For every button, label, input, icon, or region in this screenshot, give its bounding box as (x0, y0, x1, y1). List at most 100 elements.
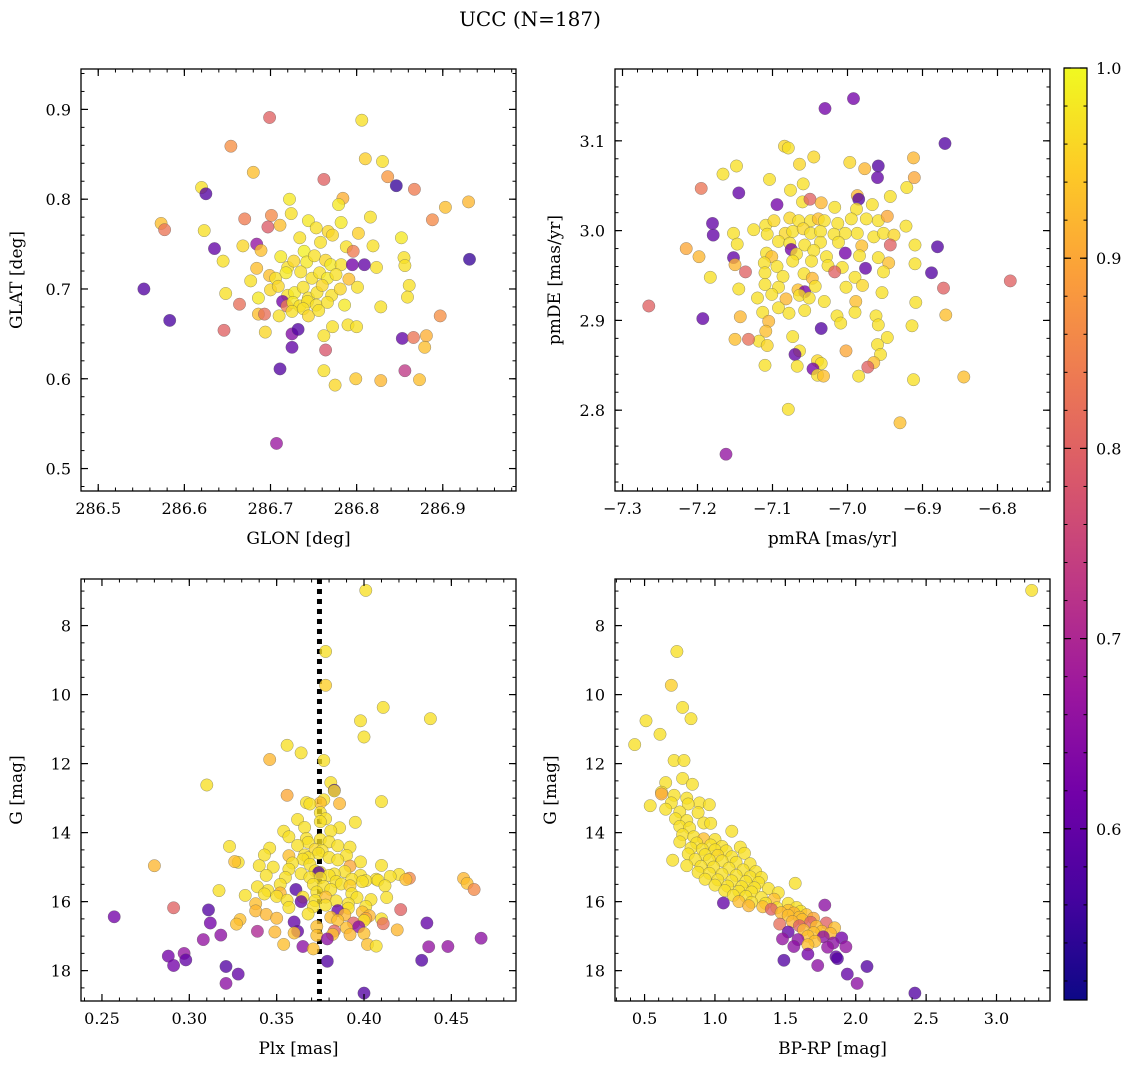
data-point (639, 714, 653, 728)
data-point (395, 331, 409, 345)
data-point (306, 942, 320, 956)
data-point (907, 171, 921, 185)
x-tick-label: 286.6 (161, 499, 207, 518)
data-point (925, 266, 938, 280)
data-point (908, 257, 922, 271)
panel-bprp-g: 0.5 1.0 1.5 2.0 2.5 3.0 8 10 12 14 16 18 BP-RP [mag]… (541, 578, 1051, 1059)
x-tick-label: −7.1 (753, 499, 792, 518)
data-point (274, 250, 288, 264)
data-point (716, 896, 730, 910)
axes-frame (80, 578, 517, 1002)
data-point (730, 159, 743, 173)
x-tick-label: 286.8 (334, 499, 380, 518)
x-tick-label: −6.8 (978, 499, 1017, 518)
data-point (856, 278, 869, 292)
data-point (250, 924, 264, 938)
data-point (463, 252, 476, 266)
data-point (363, 210, 377, 224)
data-point (839, 344, 853, 358)
data-point (931, 240, 944, 254)
data-point (685, 777, 699, 791)
data-point (474, 931, 488, 945)
y-tick-label: 16 (51, 893, 71, 912)
y-tick-label: 14 (585, 824, 605, 843)
data-point (258, 307, 271, 321)
data-point (277, 937, 291, 951)
data-point (271, 279, 285, 293)
data-point (273, 362, 287, 376)
panel-glon-glat: 286.5 286.6 286.7 286.8 286.9 0.5 0.6 0.7 0.8 0.9… (7, 68, 517, 549)
data-point (849, 295, 863, 308)
data-point (212, 884, 226, 898)
data-point (319, 343, 333, 357)
data-point (284, 207, 298, 221)
data-point (905, 319, 919, 333)
data-point (772, 234, 785, 248)
data-point (200, 778, 214, 792)
data-point (285, 304, 299, 318)
data-point (238, 212, 252, 226)
data-point (257, 848, 271, 862)
data-point (296, 280, 310, 294)
scatter-panels: 286.5 286.6 286.7 286.8 286.9 0.5 0.6 0.7 0.8 0.9… (7, 68, 1051, 1059)
data-point (793, 157, 806, 171)
data-point (231, 967, 245, 981)
data-point (865, 198, 879, 212)
data-point (875, 286, 889, 300)
data-point (317, 364, 331, 378)
data-point (338, 298, 352, 312)
data-point (893, 416, 907, 430)
data-point (859, 261, 872, 275)
data-point (420, 916, 434, 930)
data-point (821, 940, 835, 954)
y-tick-label: 14 (51, 824, 71, 843)
data-point (398, 364, 412, 378)
data-point (313, 815, 327, 829)
x-tick-label: 2.5 (913, 1009, 938, 1028)
data-point (326, 320, 339, 334)
data-point (814, 196, 828, 210)
data-point (781, 402, 795, 416)
data-point (670, 645, 684, 658)
data-point (848, 270, 862, 284)
data-point (238, 888, 252, 902)
data-point (224, 139, 238, 153)
data-point (251, 291, 265, 305)
data-point (760, 339, 774, 352)
data-point (811, 959, 825, 972)
data-point (273, 218, 287, 232)
y-axis-label: G [mag] (7, 755, 27, 824)
data-point (317, 754, 331, 767)
points-glon-glat (137, 111, 476, 450)
data-point (773, 917, 787, 931)
data-point (199, 187, 213, 201)
x-tick-label: −6.9 (903, 499, 942, 518)
data-point (219, 976, 233, 990)
data-point (376, 700, 390, 714)
data-point (320, 295, 334, 309)
colorbar-tick-label: 0.7 (1096, 630, 1121, 649)
data-point (834, 316, 848, 330)
data-point (818, 102, 832, 115)
data-point (467, 883, 481, 896)
data-point (838, 246, 852, 260)
data-point (425, 213, 439, 227)
data-point (732, 282, 746, 296)
data-point (716, 167, 730, 181)
y-tick-label: 0.8 (46, 190, 71, 209)
data-point (808, 279, 822, 293)
data-point (801, 947, 815, 961)
data-point (818, 898, 832, 912)
data-point (860, 960, 874, 973)
data-point (880, 209, 894, 223)
data-point (317, 172, 331, 186)
data-point (216, 254, 230, 268)
x-tick-label: 1.0 (702, 1009, 727, 1028)
data-point (666, 853, 680, 867)
data-point (285, 340, 299, 354)
y-tick-label: 10 (585, 686, 605, 705)
data-point (784, 183, 797, 197)
data-point (280, 788, 294, 802)
data-point (758, 358, 772, 372)
x-tick-label: 0.35 (259, 1009, 295, 1028)
